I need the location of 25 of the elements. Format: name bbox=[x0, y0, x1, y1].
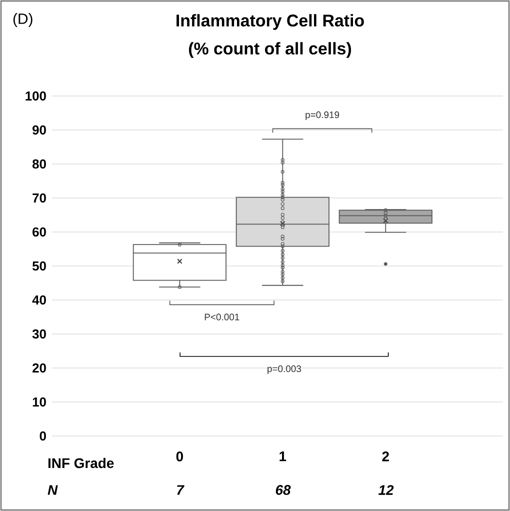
y-tick-label: 10 bbox=[32, 397, 46, 407]
text: (D) bbox=[13, 13, 32, 27]
x-tick-label: 2 bbox=[382, 452, 389, 462]
annotation: p=0.003 bbox=[268, 365, 302, 374]
y-tick-label: 70 bbox=[32, 193, 46, 203]
y-tick-label: 20 bbox=[32, 363, 46, 373]
x-tick-label: 1 bbox=[280, 452, 286, 462]
y-tick-label: 80 bbox=[32, 159, 46, 169]
annotation: P<0.001 bbox=[204, 314, 240, 320]
y-tick-label: 100 bbox=[26, 91, 46, 101]
x-axis-title: INF Grade bbox=[48, 458, 114, 468]
chart-title: Inflammatory Cell Ratio bbox=[176, 14, 364, 30]
y-tick-label: 30 bbox=[32, 329, 46, 339]
text: N bbox=[48, 485, 58, 495]
x-tick-label: 0 bbox=[176, 452, 183, 462]
y-tick-label: 0 bbox=[40, 431, 46, 441]
text: 68 bbox=[276, 485, 291, 495]
y-tick-label: 90 bbox=[32, 125, 46, 135]
annotation: p=0.919 bbox=[306, 111, 340, 120]
y-tick-label: 50 bbox=[32, 261, 46, 271]
chart-subtitle: (% count of all cells) bbox=[188, 42, 352, 58]
y-tick-label: 60 bbox=[32, 227, 46, 237]
text: 7 bbox=[177, 485, 184, 495]
y-tick-label: 40 bbox=[32, 295, 46, 305]
text: 12 bbox=[378, 485, 394, 495]
